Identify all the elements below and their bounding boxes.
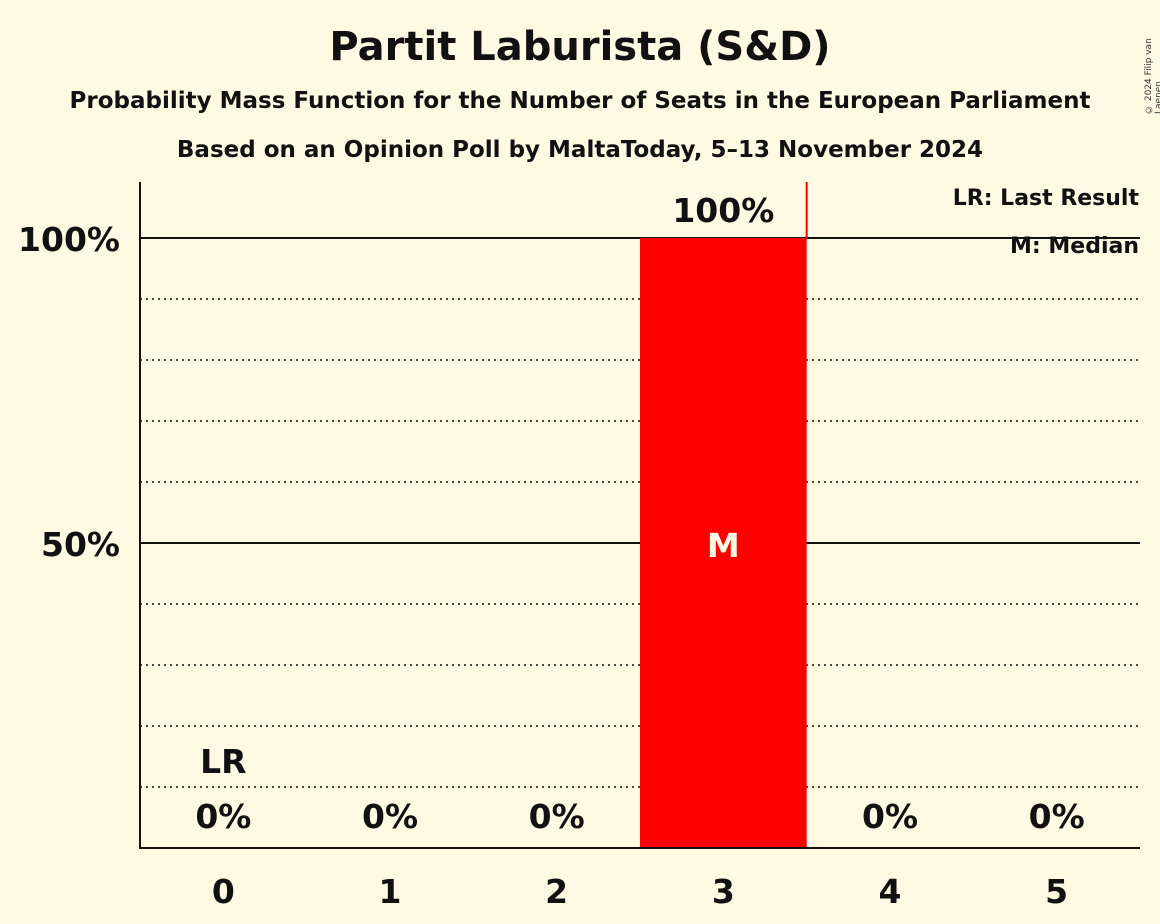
x-tick-label: 5	[1045, 872, 1068, 911]
bar-3	[640, 238, 807, 848]
y-tick-label: 100%	[18, 220, 120, 259]
x-tick-label: 1	[379, 872, 402, 911]
bar-value-label: 0%	[195, 797, 251, 836]
x-tick-label: 3	[712, 872, 735, 911]
legend-median: M: Median	[1010, 234, 1139, 259]
x-tick-label: 4	[879, 872, 902, 911]
bar-value-label: 0%	[362, 797, 418, 836]
bar-value-label: 0%	[862, 797, 918, 836]
x-tick-label: 0	[212, 872, 235, 911]
y-tick-label: 50%	[41, 525, 120, 564]
bar-value-label: 100%	[672, 191, 774, 230]
x-tick-label: 2	[545, 872, 568, 911]
legend-last-result: LR: Last Result	[952, 186, 1139, 211]
chart-subtitle: Probability Mass Function for the Number…	[69, 88, 1091, 114]
bar-value-label: 0%	[529, 797, 585, 836]
median-marker: M	[707, 526, 740, 565]
bar-value-label: 0%	[1029, 797, 1085, 836]
chart-title: Partit Laburista (S&D)	[329, 24, 831, 70]
chart-source: Based on an Opinion Poll by MaltaToday, …	[176, 137, 984, 163]
last-result-marker: LR	[200, 742, 246, 781]
